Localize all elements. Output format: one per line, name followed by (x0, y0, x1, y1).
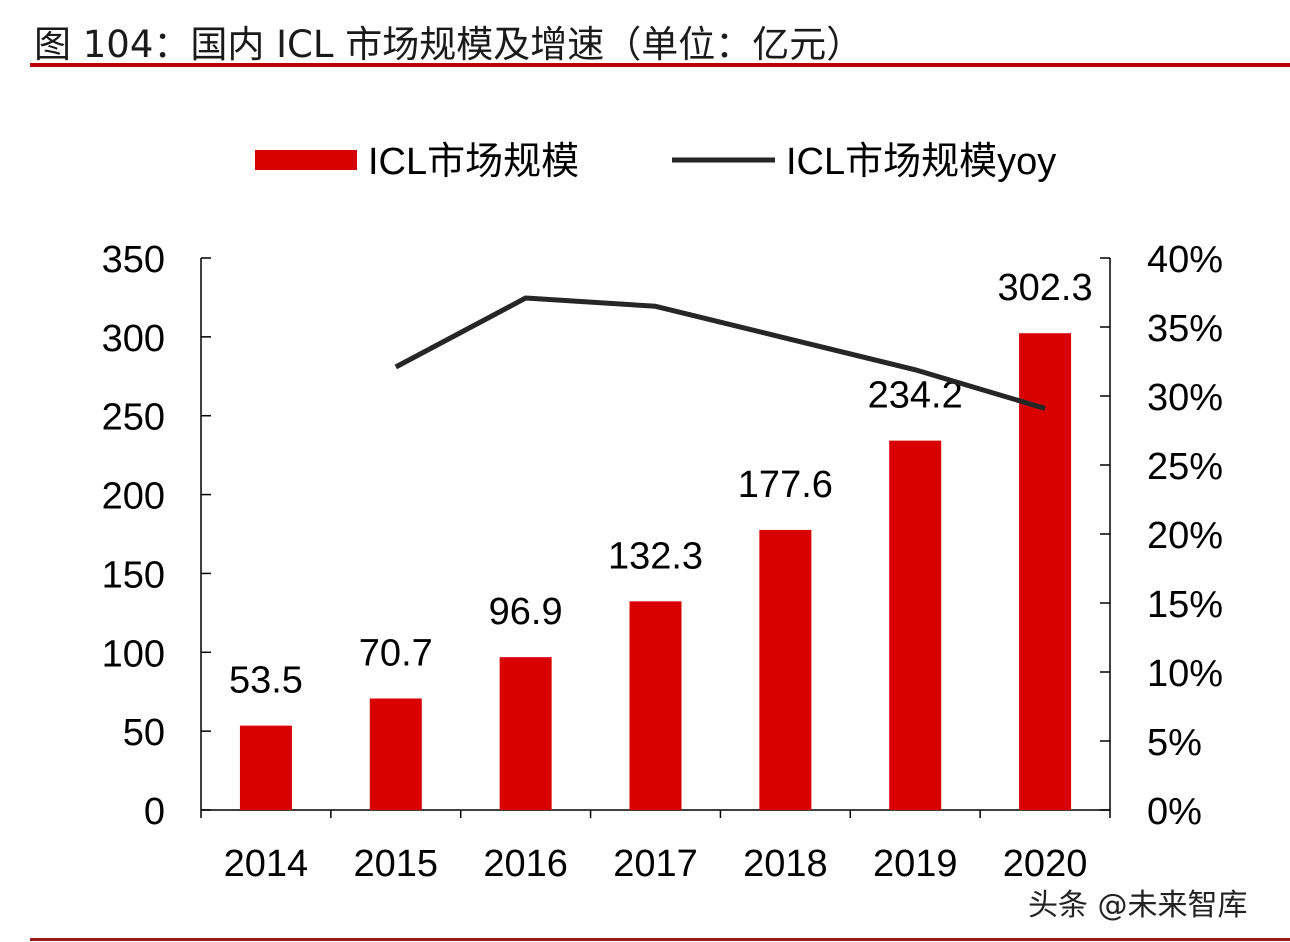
bar-data-label: 53.5 (229, 660, 303, 702)
legend-line-label: ICL市场规模yoy (786, 141, 1056, 183)
bar-2014 (239, 725, 292, 810)
right-tick-label: 35% (1147, 308, 1223, 350)
bar-2015 (369, 698, 422, 810)
right-tick-label: 15% (1147, 584, 1223, 626)
bar-data-label: 177.6 (738, 464, 833, 506)
bottom-divider (30, 938, 1290, 941)
left-tick-label: 200 (102, 476, 165, 518)
yoy-line (394, 295, 1046, 411)
bar-2016 (499, 657, 552, 810)
left-tick-label: 300 (102, 318, 165, 360)
bar-data-label: 70.7 (359, 632, 433, 674)
bar-2019 (889, 440, 942, 810)
x-tick-label: 2014 (224, 843, 309, 885)
bar-data-label: 96.9 (489, 591, 563, 633)
watermark: 头条 @未来智库 (1028, 888, 1248, 923)
x-tick-label: 2019 (873, 843, 958, 885)
left-tick-label: 250 (102, 397, 165, 439)
bar-2020 (1019, 333, 1072, 810)
figure-title: 图 104：国内 ICL 市场规模及增速（单位：亿元） (34, 23, 864, 66)
x-tick-label: 2020 (1003, 843, 1088, 885)
left-tick-label: 350 (102, 239, 165, 281)
bar-2017 (629, 601, 682, 810)
bar-data-label: 302.3 (998, 267, 1093, 309)
right-tick-label: 40% (1147, 239, 1223, 281)
x-tick-label: 2017 (613, 843, 698, 885)
right-tick-label: 10% (1147, 653, 1223, 695)
right-tick-label: 0% (1147, 791, 1202, 833)
x-tick-label: 2015 (354, 843, 439, 885)
x-tick-label: 2016 (483, 843, 568, 885)
left-tick-label: 0 (144, 791, 165, 833)
right-tick-label: 5% (1147, 722, 1202, 764)
bar-2018 (759, 529, 812, 810)
left-tick-label: 100 (102, 633, 165, 675)
bar-data-label: 132.3 (608, 535, 703, 577)
x-tick-label: 2018 (743, 843, 828, 885)
title-divider (30, 63, 1290, 67)
legend-bar-swatch (255, 150, 357, 170)
left-tick-label: 50 (123, 712, 165, 754)
right-tick-label: 25% (1147, 446, 1223, 488)
right-tick-label: 30% (1147, 377, 1223, 419)
legend-bar-label: ICL市场规模 (368, 141, 579, 183)
right-tick-label: 20% (1147, 515, 1223, 557)
left-tick-label: 150 (102, 554, 165, 596)
